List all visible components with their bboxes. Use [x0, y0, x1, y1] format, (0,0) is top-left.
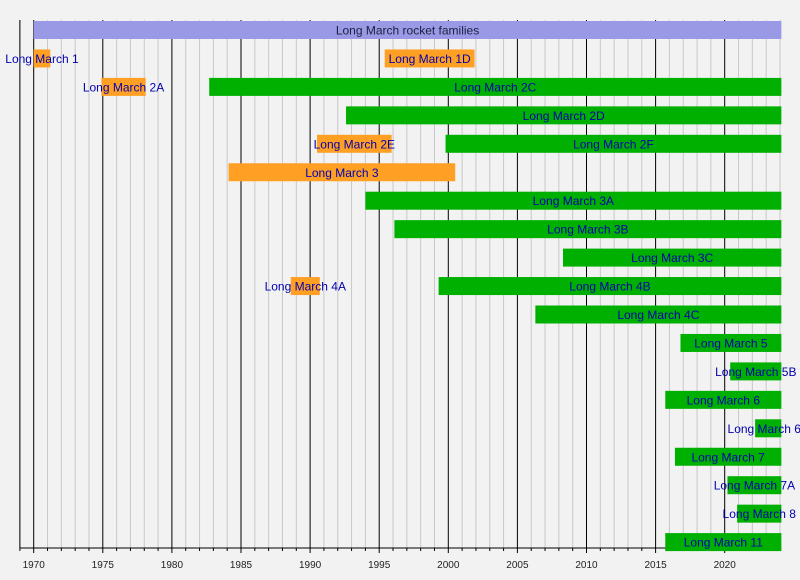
bar-label: Long March 7A [714, 479, 795, 493]
x-tick-label: 2000 [437, 560, 460, 571]
bar-long-march-7a [727, 476, 782, 495]
bar-label: Long March 6A [728, 422, 800, 436]
bar-label: Long March 1D [389, 52, 471, 66]
bar-label: Long March 3A [533, 194, 614, 208]
bar-long-march-2d [346, 106, 782, 125]
bar-label: Long March 4B [569, 280, 650, 294]
bar-label: Long March 3B [547, 223, 628, 237]
bar-label: Long March 11 [684, 536, 763, 550]
x-tick-label: 1995 [368, 560, 391, 571]
bar-long-march-3b [394, 220, 782, 239]
bar-long-march-3c [563, 248, 782, 267]
bar-long-march-3 [228, 163, 456, 182]
bar-label: Long March 5B [715, 365, 796, 379]
bar-long-march-3a [365, 191, 782, 210]
bar-long-march-5 [680, 333, 782, 352]
bar-label: Long March 4A [265, 280, 346, 294]
bar-label: Long March 1 [5, 52, 79, 66]
bar-long-march-7 [674, 447, 782, 466]
bar-long-march-6a [755, 419, 782, 438]
x-tick-label: 1970 [23, 560, 46, 571]
bar-long-march-2f [445, 134, 782, 153]
x-tick-label: 1975 [92, 560, 115, 571]
bar-label: Long March 6 [687, 393, 761, 407]
bar-long-march-8 [737, 504, 782, 523]
bar-label: Long March 2E [314, 137, 395, 151]
bar-label: Long March 2A [83, 80, 164, 94]
bar-long-march-4b [438, 277, 782, 296]
bar-label: Long March 5 [694, 336, 768, 350]
bar-long-march-4c [535, 305, 782, 324]
x-tick-label: 1985 [230, 560, 253, 571]
bar-long-march-rocket-families [33, 21, 782, 39]
x-tick-label: 2020 [714, 560, 737, 571]
bar-long-march-5b [730, 362, 782, 381]
bar-label: Long March 2D [523, 109, 605, 123]
x-tick-label: 2010 [575, 560, 598, 571]
bar-label: Long March 7 [691, 450, 765, 464]
bar-long-march-4a [290, 277, 320, 296]
bar-label: Long March 2C [454, 80, 536, 94]
bar-long-march-11 [665, 533, 782, 552]
x-tick-label: 2015 [644, 560, 667, 571]
bar-label: Long March rocket families [336, 24, 479, 38]
bar-label: Long March 2F [573, 137, 654, 151]
bar-long-march-6 [665, 390, 782, 409]
bar-label: Long March 4C [617, 308, 699, 322]
x-tick-label: 2005 [506, 560, 529, 571]
x-tick-label: 1990 [299, 560, 322, 571]
bar-long-march-1d [384, 49, 475, 68]
bar-long-march-2c [209, 77, 782, 96]
bar-long-march-2a [101, 77, 146, 96]
bar-label: Long March 3C [631, 251, 713, 265]
bar-long-march-2e [317, 134, 392, 153]
x-tick-label: 1980 [161, 560, 184, 571]
bar-label: Long March 8 [723, 507, 797, 521]
bar-long-march-1 [33, 49, 51, 68]
bar-label: Long March 3 [305, 166, 379, 180]
